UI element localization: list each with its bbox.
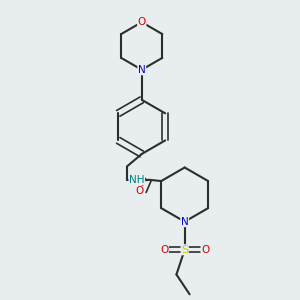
Text: O: O bbox=[201, 245, 209, 255]
Text: O: O bbox=[135, 186, 144, 196]
Text: O: O bbox=[138, 17, 146, 27]
Text: N: N bbox=[181, 217, 189, 227]
Text: NH: NH bbox=[129, 175, 145, 185]
Text: O: O bbox=[160, 245, 168, 255]
Text: N: N bbox=[138, 65, 146, 75]
Text: S: S bbox=[181, 245, 188, 255]
